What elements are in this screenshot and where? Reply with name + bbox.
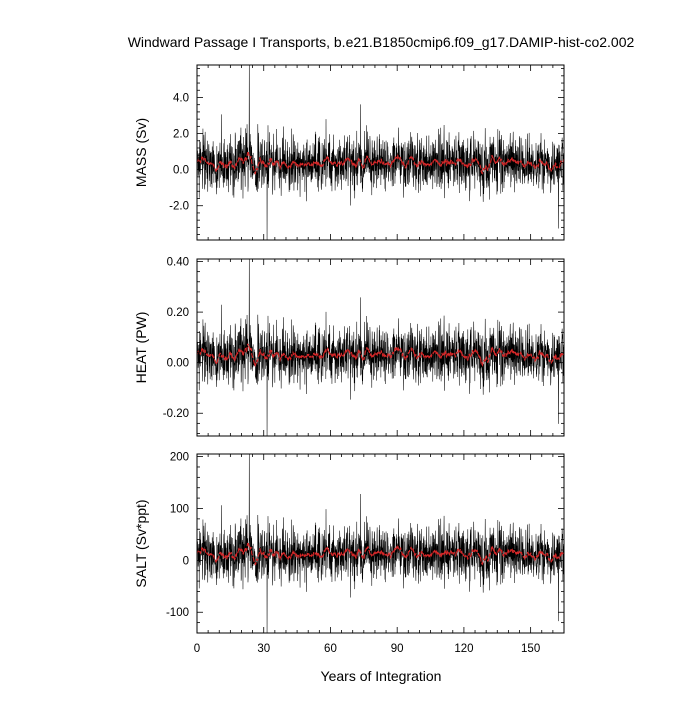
- x-tick-label: 30: [257, 643, 270, 655]
- monthly-series-line: [197, 65, 564, 240]
- plot-frame: [196, 453, 565, 634]
- panel-2: -0.20 0.00 0.20 0.40 HEAT (PW): [133, 257, 565, 437]
- y-axis-title: HEAT (PW): [133, 312, 149, 384]
- x-axis-title: Years of Integration: [321, 668, 442, 684]
- smoothed-series-line: [197, 152, 564, 175]
- panels: -2.0 0.0 2.0 4.0 MASS (Sv) -0.20 0.00 0.20 0.40 H…: [133, 64, 565, 655]
- x-tick-label: 120: [454, 643, 473, 655]
- y-tick-label: 0.40: [167, 257, 189, 269]
- y-axis-title: SALT (Sv*ppt): [133, 499, 149, 587]
- panel-3: -100 0 100 200 0 30 60 90 120 150 SALT (Sv*ppt): [133, 452, 565, 655]
- x-tick-label: 90: [391, 643, 404, 655]
- smoothed-series-line: [197, 343, 564, 367]
- x-tick-label: 0: [194, 643, 200, 655]
- y-tick-label: -0.20: [163, 408, 189, 420]
- smoothed-series-line: [197, 542, 564, 566]
- y-tick-label: 100: [170, 503, 189, 515]
- x-tick-label: 60: [324, 643, 337, 655]
- plot-frame: [196, 258, 565, 437]
- monthly-series-line: [197, 454, 564, 633]
- chart-title: Windward Passage I Transports, b.e21.B18…: [128, 34, 635, 50]
- y-tick-label: 0.20: [167, 307, 189, 319]
- x-tick-label: 150: [521, 643, 540, 655]
- y-tick-label: 4.0: [173, 92, 189, 104]
- monthly-series-line: [197, 259, 564, 436]
- panel-1: -2.0 0.0 2.0 4.0 MASS (Sv): [133, 64, 565, 241]
- y-tick-label: 0: [183, 555, 189, 567]
- y-tick-label: 0.00: [167, 358, 189, 370]
- y-tick-label: -2.0: [169, 201, 189, 213]
- y-tick-label: 200: [170, 452, 189, 464]
- y-tick-label: 2.0: [173, 129, 189, 141]
- y-tick-label: -100: [166, 607, 189, 619]
- y-axis-title: MASS (Sv): [133, 118, 149, 187]
- y-tick-label: 0.0: [173, 165, 189, 177]
- plot-frame: [196, 64, 565, 241]
